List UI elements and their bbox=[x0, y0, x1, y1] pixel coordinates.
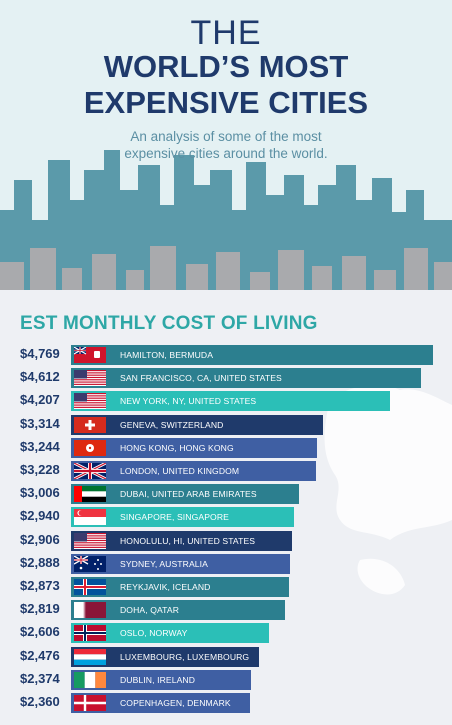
bar bbox=[71, 693, 250, 713]
city-label: DUBAI, UNITED ARAB EMIRATES bbox=[120, 489, 257, 500]
bar-value-label: $2,906 bbox=[20, 531, 60, 547]
bar-value-label: $2,940 bbox=[20, 508, 60, 524]
bar-value-label: $2,476 bbox=[20, 647, 60, 663]
bar-value-label: $2,360 bbox=[20, 694, 60, 709]
hong-kong-flag-icon bbox=[74, 439, 106, 456]
city-skyline-illustration bbox=[0, 150, 452, 300]
title-line-2: WORLD’S MOST bbox=[103, 49, 349, 84]
bar bbox=[71, 437, 317, 458]
switzerland-flag-icon bbox=[74, 416, 106, 433]
bar-row: $3,314 GENEVA, SWITZERLAND bbox=[0, 414, 452, 435]
bar bbox=[71, 669, 251, 690]
bar-row: $2,476 LUXEMBOURG, LUXEMBOURG bbox=[0, 646, 452, 667]
bermuda-flag-icon bbox=[74, 347, 106, 363]
usa-flag-icon bbox=[74, 532, 106, 549]
bar-row: $4,612 SAN FRANCISCO, CA, UNITED STATES bbox=[0, 368, 452, 389]
bar bbox=[71, 600, 285, 621]
bar-value-label: $3,314 bbox=[20, 415, 60, 431]
city-label: DUBLIN, IRELAND bbox=[120, 674, 196, 685]
bar bbox=[71, 553, 290, 574]
bar-row: $2,819 DOHA, QATAR bbox=[0, 600, 452, 621]
denmark-flag-icon bbox=[74, 695, 106, 711]
bar bbox=[71, 646, 259, 667]
iceland-flag-icon bbox=[74, 579, 106, 595]
world-map-decoration bbox=[324, 384, 452, 595]
bar bbox=[71, 623, 269, 644]
bar-value-label: $2,888 bbox=[20, 554, 60, 570]
city-label: COPENHAGEN, DENMARK bbox=[120, 698, 231, 708]
bar-row: $2,940 SINGAPORE, SINGAPORE bbox=[0, 507, 452, 528]
city-label: LONDON, UNITED KINGDOM bbox=[120, 466, 240, 476]
title-line-3: EXPENSIVE CITIES bbox=[83, 85, 369, 120]
bar-value-label: $2,819 bbox=[20, 601, 60, 617]
city-label: REYKJAVIK, ICELAND bbox=[120, 582, 211, 592]
subtitle-line-1: An analysis of some of the most bbox=[130, 129, 322, 144]
city-label: HONOLULU, HI, UNITED STATES bbox=[120, 535, 256, 546]
bar bbox=[71, 391, 390, 412]
luxembourg-flag-icon bbox=[74, 648, 106, 665]
norway-flag-icon bbox=[74, 625, 106, 642]
city-label: SAN FRANCISCO, CA, UNITED STATES bbox=[120, 373, 282, 384]
subtitle-line-2: expensive cities around the world. bbox=[124, 146, 328, 161]
bar-value-label: $4,769 bbox=[20, 346, 60, 361]
bar-value-label: $4,207 bbox=[20, 392, 60, 408]
bar-row: $2,374 DUBLIN, IRELAND bbox=[0, 669, 452, 690]
bar-row: $2,606 OSLO, NORWAY bbox=[0, 623, 452, 644]
bar-value-label: $3,228 bbox=[20, 462, 60, 477]
bar bbox=[71, 577, 289, 597]
subtitle: An analysis of some of the most expensiv… bbox=[60, 128, 392, 162]
bar-row: $3,244 HONG KONG, HONG KONG bbox=[0, 437, 452, 458]
qatar-flag-icon bbox=[74, 602, 106, 619]
bar-row: $2,873 REYKJAVIK, ICELAND bbox=[0, 577, 452, 597]
usa-flag-icon bbox=[74, 393, 106, 410]
title-the: THE bbox=[190, 14, 262, 52]
city-label: SYDNEY, AUSTRALIA bbox=[120, 558, 208, 569]
city-label: HONG KONG, HONG KONG bbox=[120, 442, 234, 453]
uk-flag-icon bbox=[74, 463, 106, 479]
bar-row: $3,228 LONDON, UNITED KINGDOM bbox=[0, 461, 452, 481]
bar-row: $4,769 HAMILTON, BERMUDA bbox=[0, 345, 452, 365]
bar-value-label: $3,244 bbox=[20, 438, 60, 454]
bar bbox=[71, 484, 299, 505]
bar bbox=[71, 414, 323, 435]
bar-value-label: $2,873 bbox=[20, 578, 60, 593]
bar bbox=[71, 530, 292, 551]
header-banner: THE WORLD’S MOST EXPENSIVE CITIES An ana… bbox=[0, 0, 452, 300]
bar-row: $2,360 COPENHAGEN, DENMARK bbox=[0, 693, 452, 713]
chart-title: EST MONTHLY COST OF LIVING bbox=[20, 313, 318, 334]
city-label: DOHA, QATAR bbox=[120, 605, 180, 616]
bar-row: $2,906 HONOLULU, HI, UNITED STATES bbox=[0, 530, 452, 551]
city-label: OSLO, NORWAY bbox=[120, 628, 188, 639]
bar-row: $3,006 DUBAI, UNITED ARAB EMIRATES bbox=[0, 484, 452, 505]
bar bbox=[71, 461, 316, 481]
uae-flag-icon bbox=[74, 486, 106, 503]
city-label: SINGAPORE, SINGAPORE bbox=[120, 512, 229, 523]
bar-value-label: $2,606 bbox=[20, 624, 60, 640]
bar bbox=[71, 368, 421, 389]
city-label: HAMILTON, BERMUDA bbox=[120, 350, 214, 360]
bar-row: $2,888 SYDNEY, AUSTRALIA bbox=[0, 553, 452, 574]
bar-row: $4,207 NEW YORK, NY, UNITED STATES bbox=[0, 391, 452, 412]
bar-value-label: $3,006 bbox=[20, 485, 60, 501]
bar-value-label: $2,374 bbox=[20, 670, 60, 686]
bar bbox=[71, 507, 294, 528]
city-label: NEW YORK, NY, UNITED STATES bbox=[120, 396, 257, 407]
usa-flag-icon bbox=[74, 370, 106, 387]
singapore-flag-icon bbox=[74, 509, 106, 526]
bar-value-label: $4,612 bbox=[20, 369, 60, 385]
ireland-flag-icon bbox=[74, 671, 106, 688]
bar bbox=[71, 345, 433, 365]
city-label: LUXEMBOURG, LUXEMBOURG bbox=[120, 651, 250, 662]
city-label: GENEVA, SWITZERLAND bbox=[120, 419, 224, 430]
australia-flag-icon bbox=[74, 555, 106, 572]
